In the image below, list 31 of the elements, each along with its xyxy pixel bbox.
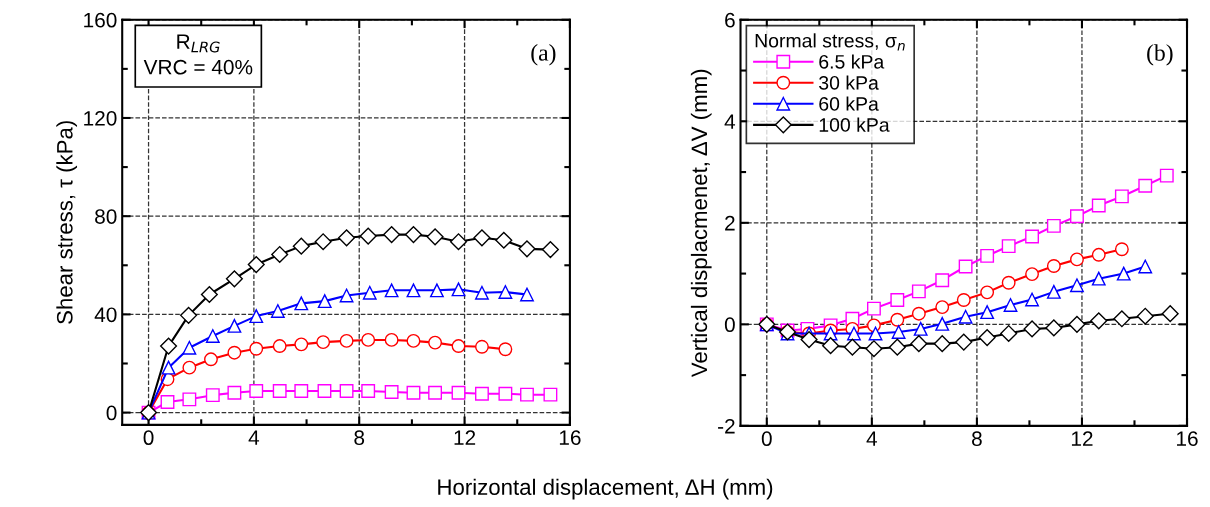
x-axis-title: Horizontal displacement, ΔH (mm) — [438, 478, 773, 500]
x-tick-label: 16 — [559, 430, 581, 446]
y-tick-label: 0 — [106, 405, 117, 421]
x-tick-label: 4 — [866, 431, 878, 446]
y-tick-label: 120 — [84, 110, 117, 126]
y-axis-title: Shear stress, τ (kPa) — [56, 121, 78, 324]
x-tick-label: 8 — [354, 430, 365, 446]
x-tick-label: 8 — [972, 431, 982, 447]
legend-label: 60 kPa — [819, 96, 879, 111]
x-tick-label: 12 — [1071, 431, 1093, 446]
y-tick-label: 0 — [724, 317, 735, 333]
legend-label: 6.5 kPa — [819, 54, 885, 69]
x-tick-label: 12 — [454, 430, 476, 445]
x-tick-label: 0 — [143, 430, 154, 446]
legend-label: 100 kPa — [819, 117, 890, 132]
y-tick-label: 4 — [724, 114, 736, 129]
legend-title: Normal stress, σ$_{n}$ — [755, 33, 905, 51]
x-tick-label: 0 — [761, 431, 772, 447]
x-tick-label: 16 — [1177, 431, 1198, 447]
y-tick-label: 80 — [95, 209, 117, 224]
x-tick-label: 4 — [248, 430, 260, 445]
legend-label: 30 kPa — [819, 75, 879, 90]
y-tick-label: 6 — [725, 12, 735, 28]
annotation: R$_{LRG}$ VRC = 40% — [143, 34, 253, 75]
y-tick-label: 160 — [84, 12, 117, 28]
y-tick-label: 2 — [725, 215, 735, 231]
annotation: (b) — [1147, 44, 1173, 66]
annotation: (a) — [531, 44, 556, 66]
y-tick-label: 40 — [94, 307, 117, 323]
y-tick-label: -2 — [718, 418, 735, 434]
y-axis-title: Vertical displacmenet, ΔV (mm) — [690, 69, 712, 378]
